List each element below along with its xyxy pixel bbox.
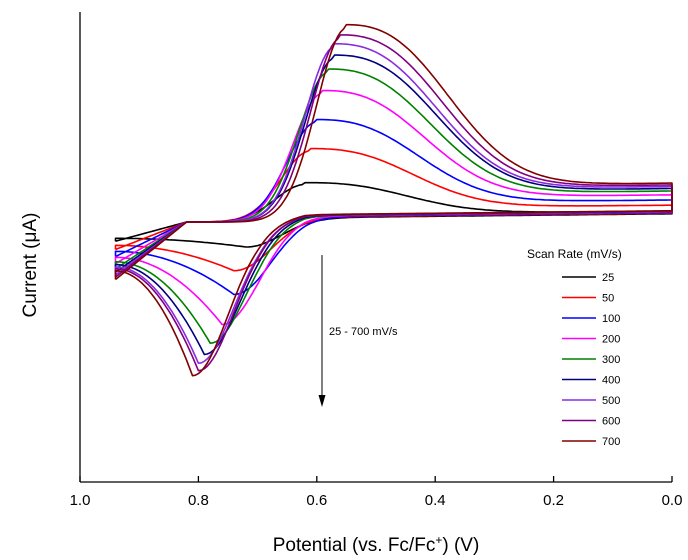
legend-label-50: 50 — [602, 293, 614, 305]
x-axis-title-sup: + — [435, 533, 442, 547]
legend-label-600: 600 — [602, 416, 620, 428]
annotation-text: 25 - 700 mV/s — [329, 326, 398, 338]
legend: Scan Rate (mV/s) 25 50 100 200 300 400 500 600 7… — [527, 247, 622, 448]
legend-title: Scan Rate (mV/s) — [527, 247, 622, 261]
x-tick-label: 0.6 — [306, 492, 327, 509]
cv-curve-600 — [114, 34, 673, 372]
legend-label-400: 400 — [602, 375, 620, 387]
cv-curve-400 — [114, 54, 673, 356]
legend-label-700: 700 — [602, 436, 620, 448]
cv-curve-100 — [114, 118, 673, 296]
x-tick-label: 0.2 — [543, 492, 564, 509]
annotation: 25 - 700 mV/s — [318, 255, 398, 407]
x-ticks: 1.0 0.8 0.6 0.4 0.2 0.0 — [70, 476, 683, 509]
legend-label-200: 200 — [602, 334, 620, 346]
x-tick-label: 0.4 — [425, 492, 446, 509]
legend-label-100: 100 — [602, 313, 620, 325]
x-axis-title-prefix: Potential (vs. Fc/Fc — [273, 535, 436, 556]
x-tick-label: 0.8 — [188, 492, 209, 509]
x-axis-title: Potential (vs. Fc/Fc+) (V) — [273, 533, 480, 556]
legend-label-500: 500 — [602, 395, 620, 407]
cv-curve-200 — [114, 89, 673, 326]
axes — [79, 12, 672, 483]
cv-curve-500 — [114, 43, 673, 364]
x-tick-label: 1.0 — [70, 492, 91, 509]
x-tick-label: 0.0 — [662, 492, 683, 509]
y-axis-title: Current (μA) — [20, 213, 41, 318]
annotation-arrow-head — [318, 395, 326, 407]
legend-label-25: 25 — [602, 272, 614, 284]
cv-curve-700 — [114, 23, 673, 377]
legend-label-300: 300 — [602, 354, 620, 366]
cv-curves — [114, 23, 673, 377]
x-axis-title-suffix: ) (V) — [442, 535, 479, 556]
